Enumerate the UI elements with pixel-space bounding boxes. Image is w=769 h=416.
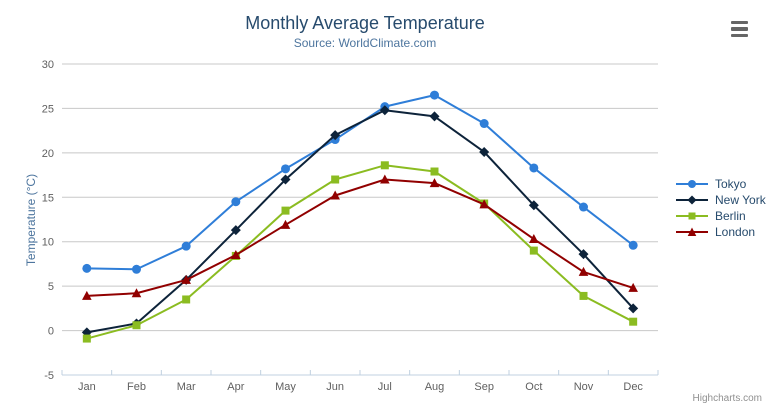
x-axis-label: Aug [425, 381, 445, 393]
series-line-new-york[interactable] [85, 109, 635, 334]
data-point-new-york[interactable] [280, 174, 291, 185]
hamburger-icon [731, 27, 748, 31]
y-axis-label: 20 [42, 148, 54, 160]
data-point-london[interactable] [330, 190, 340, 200]
legend-symbol-new-york [676, 195, 708, 205]
legend-label: Berlin [715, 209, 746, 223]
y-axis-label: 0 [48, 326, 54, 338]
data-point-tokyo[interactable] [132, 264, 141, 274]
x-axis-label: Jan [78, 381, 96, 393]
data-point-london[interactable] [529, 234, 539, 244]
data-point-berlin[interactable] [629, 317, 638, 326]
data-point-berlin[interactable] [82, 334, 91, 343]
y-axis-label: 5 [48, 281, 54, 293]
data-point-tokyo[interactable] [479, 119, 489, 129]
data-point-new-york[interactable] [578, 249, 589, 260]
legend-label: Tokyo [715, 177, 747, 191]
data-point-london[interactable] [380, 174, 390, 184]
x-axis-label: Oct [525, 381, 542, 393]
x-axis-label: May [275, 381, 296, 393]
x-axis-label: Mar [177, 381, 196, 393]
series-line-berlin[interactable] [85, 164, 635, 340]
data-point-london[interactable] [181, 274, 191, 284]
legend-marker-icon [688, 212, 696, 220]
y-axis-title: Temperature (°C) [24, 173, 38, 267]
x-axis-label: Dec [623, 381, 643, 393]
legend-label: New York [715, 193, 766, 207]
hamburger-icon [731, 21, 748, 25]
data-point-new-york[interactable] [330, 130, 341, 141]
series-line-tokyo[interactable] [85, 94, 635, 271]
legend-symbol-berlin [676, 212, 708, 220]
hamburger-icon [731, 33, 748, 37]
x-axis-label: Jun [326, 381, 344, 393]
x-axis-label: Feb [127, 381, 146, 393]
data-point-berlin[interactable] [380, 161, 389, 170]
y-axis-label: 30 [42, 59, 54, 71]
data-point-tokyo[interactable] [82, 263, 92, 273]
data-point-new-york[interactable] [429, 111, 440, 122]
data-point-new-york[interactable] [528, 200, 539, 211]
data-point-berlin[interactable] [331, 175, 340, 184]
x-axis-label: Nov [574, 381, 594, 393]
legend-label: London [715, 225, 756, 239]
data-point-london[interactable] [280, 219, 291, 229]
x-axis-label: Sep [474, 381, 494, 393]
data-point-london[interactable] [578, 266, 589, 276]
data-point-berlin[interactable] [430, 167, 439, 176]
data-point-london[interactable] [82, 290, 92, 300]
legend-marker-icon [688, 180, 696, 188]
data-point-new-york[interactable] [379, 105, 390, 116]
credits-link[interactable]: Highcharts.com [692, 393, 762, 404]
data-point-london[interactable] [231, 250, 241, 260]
data-point-berlin[interactable] [579, 291, 588, 300]
y-axis-label: 10 [42, 237, 54, 249]
legend: Tokyo New York Berlin London [676, 176, 766, 240]
data-point-tokyo[interactable] [231, 197, 241, 207]
y-axis-label: 15 [42, 192, 54, 204]
data-point-new-york[interactable] [479, 146, 490, 157]
data-point-tokyo[interactable] [281, 164, 290, 174]
y-axis-label: 25 [42, 103, 54, 115]
data-point-london[interactable] [479, 199, 489, 209]
data-point-berlin[interactable] [529, 246, 538, 255]
data-point-new-york[interactable] [628, 303, 639, 314]
legend-item-new-york[interactable]: New York [676, 192, 766, 208]
chart-title: Monthly Average Temperature [245, 13, 485, 33]
data-point-berlin[interactable] [132, 321, 141, 330]
y-axis-label: -5 [44, 370, 54, 382]
legend-symbol-tokyo [676, 180, 708, 188]
data-point-tokyo[interactable] [529, 163, 539, 173]
data-point-tokyo[interactable] [579, 202, 588, 212]
data-point-tokyo[interactable] [628, 240, 638, 250]
data-point-london[interactable] [131, 288, 142, 298]
data-point-tokyo[interactable] [430, 90, 439, 100]
data-point-tokyo[interactable] [181, 241, 191, 251]
series-line-london[interactable] [85, 178, 635, 297]
legend-item-berlin[interactable]: Berlin [676, 208, 766, 224]
data-point-berlin[interactable] [281, 206, 290, 215]
legend-marker-icon [687, 227, 697, 236]
legend-marker-icon [687, 195, 697, 205]
legend-item-london[interactable]: London [676, 224, 766, 240]
x-axis-label: Apr [227, 381, 244, 393]
legend-symbol-london [676, 227, 708, 236]
data-point-london[interactable] [429, 178, 440, 188]
data-point-berlin[interactable] [182, 295, 191, 304]
context-menu-button[interactable] [729, 19, 751, 39]
legend-item-tokyo[interactable]: Tokyo [676, 176, 766, 192]
x-axis-label: Jul [378, 381, 392, 393]
data-point-london[interactable] [628, 282, 638, 292]
data-point-new-york[interactable] [230, 225, 241, 236]
chart-subtitle: Source: WorldClimate.com [293, 36, 437, 50]
